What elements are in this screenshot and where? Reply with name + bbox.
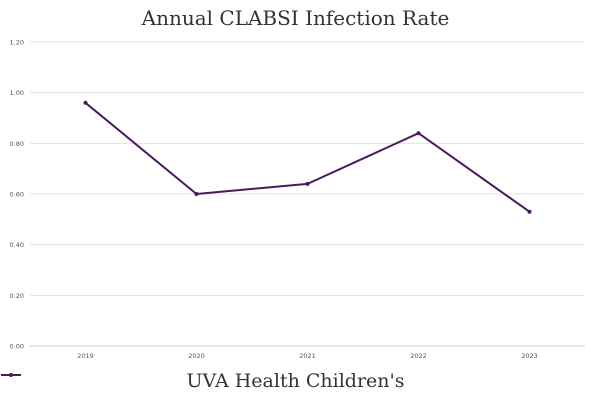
y-tick-label: 0.80 bbox=[10, 140, 24, 148]
x-tick-label: 2020 bbox=[188, 352, 205, 360]
x-tick-label: 2021 bbox=[299, 352, 316, 360]
series-line bbox=[84, 102, 531, 213]
x-tick-label: 2023 bbox=[521, 352, 538, 360]
y-tick-label: 0.40 bbox=[10, 241, 24, 249]
y-tick-label: 0.60 bbox=[10, 191, 24, 199]
legend: UVA Health Children's bbox=[0, 370, 591, 392]
x-tick-label: 2019 bbox=[77, 352, 94, 360]
y-tick-label: 0.20 bbox=[10, 292, 24, 300]
chart-title: Annual CLABSI Infection Rate bbox=[141, 6, 450, 30]
data-point bbox=[194, 192, 199, 196]
data-point bbox=[416, 131, 421, 136]
y-tick-label: 1.20 bbox=[10, 39, 24, 47]
data-point bbox=[305, 181, 310, 186]
data-point bbox=[527, 209, 532, 214]
y-tick-label: 1.00 bbox=[10, 89, 24, 97]
y-tick-label: 0.00 bbox=[10, 343, 24, 351]
data-point bbox=[83, 100, 88, 105]
legend-label: UVA Health Children's bbox=[186, 370, 405, 392]
x-tick-label: 2022 bbox=[410, 352, 427, 360]
legend-swatch bbox=[1, 373, 21, 377]
